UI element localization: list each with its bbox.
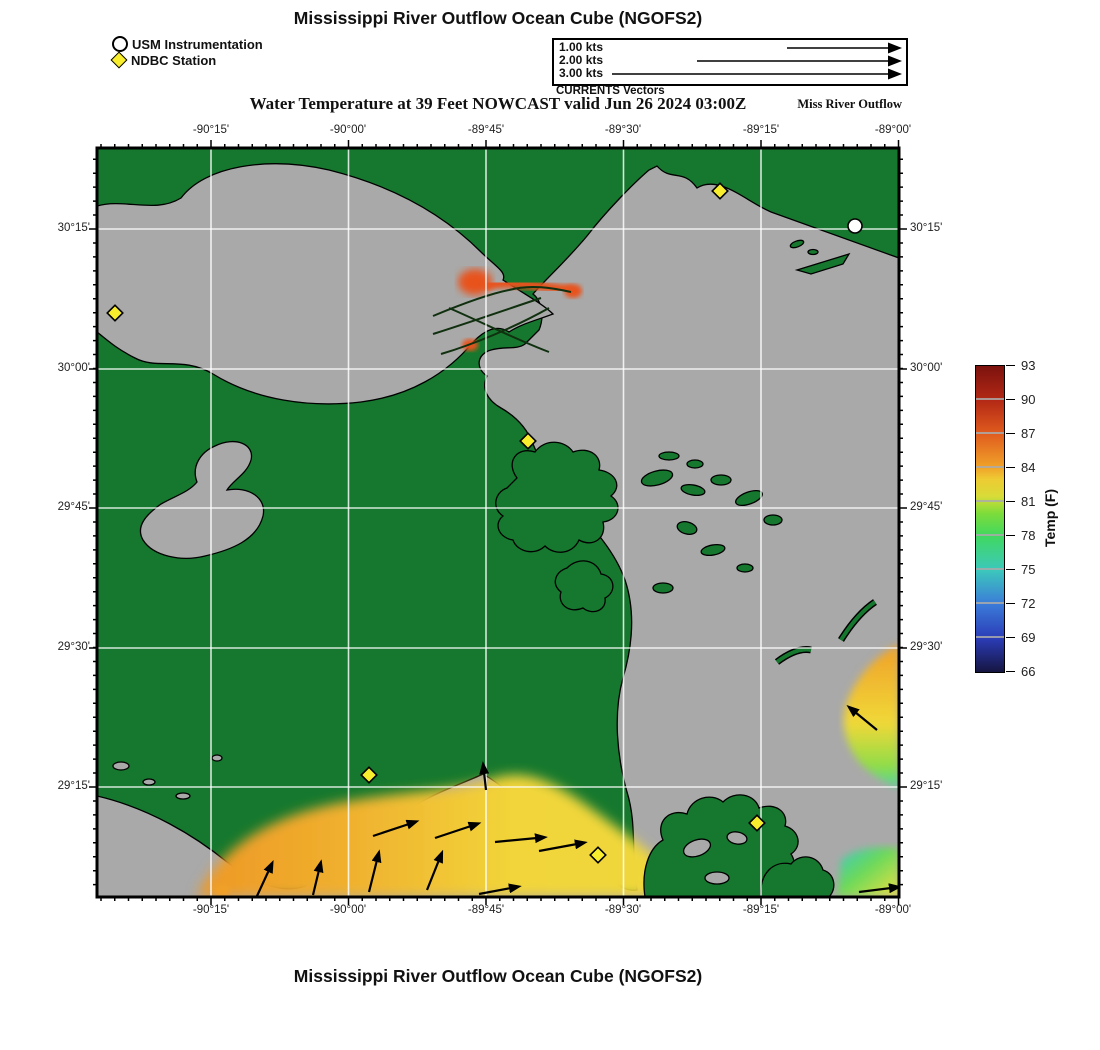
warm-spot (214, 884, 230, 896)
colorbar-tick: 75 (1006, 560, 1035, 578)
graticule (97, 148, 899, 897)
usm-instrumentation-marker (847, 218, 863, 234)
y-axis-label-left: 30°00' (57, 362, 90, 374)
ndbc-diamond-icon (110, 51, 128, 69)
vector-scale-2kt: 2.00 kts (559, 53, 604, 67)
legend-label-ndbc: NDBC Station (131, 52, 217, 68)
y-axis-label-right: 30°15' (910, 222, 943, 234)
y-axis-label-left: 30°15' (57, 222, 90, 234)
x-axis-label-top: -89°45' (467, 124, 505, 136)
marsh-islands (495, 239, 878, 897)
axis-ticks (89, 140, 907, 905)
y-axis-label-left: 29°45' (57, 501, 90, 513)
southeast-marsh (760, 856, 835, 897)
y-axis-label-right: 29°30' (910, 641, 943, 653)
east-edge-warm-patch (843, 644, 899, 788)
ndbc-station-marker (748, 814, 766, 832)
x-axis-label-top: -90°00' (329, 124, 367, 136)
colorbar-tick: 93 (1006, 356, 1035, 374)
legend-label-usm: USM Instrumentation (132, 36, 263, 52)
bottom-title: Mississippi River Outflow Ocean Cube (NG… (293, 966, 703, 986)
temperature-map (89, 140, 907, 905)
x-axis-label-bottom: -89°15' (742, 904, 780, 916)
y-axis-label-right: 29°15' (910, 780, 943, 792)
x-axis-label-bottom: -89°00' (874, 904, 912, 916)
x-axis-label-top: -89°30' (604, 124, 642, 136)
colorbar-tick: 66 (1006, 662, 1035, 680)
x-axis-label-top: -89°15' (742, 124, 780, 136)
colorbar-tick: 84 (1006, 458, 1035, 476)
colorbar-axis-label: Temp (F) (1042, 488, 1058, 548)
x-axis-label-bottom: -89°45' (467, 904, 505, 916)
chandeleur-island (775, 647, 812, 664)
ndbc-station-marker (519, 432, 537, 450)
corner-warm-patch (837, 847, 899, 897)
y-axis-label-right: 29°45' (910, 501, 943, 513)
current-vector-arrows (256, 705, 899, 897)
vector-scale-1kt: 1.00 kts (559, 40, 604, 54)
vector-scale-arrows (612, 42, 902, 80)
region-corner-label: Miss River Outflow (797, 97, 902, 111)
colorbar-tick: 90 (1006, 390, 1035, 408)
ndbc-station-marker (589, 846, 607, 864)
x-axis-label-bottom: -89°30' (604, 904, 642, 916)
y-axis-label-left: 29°30' (57, 641, 90, 653)
map-subtitle: Water Temperature at 39 Feet NOWCAST val… (249, 94, 747, 113)
x-axis-label-top: -89°00' (874, 124, 912, 136)
chandeleur-island (839, 600, 877, 642)
river-channels (432, 285, 572, 355)
colorbar-tick: 72 (1006, 594, 1035, 612)
legend-row-usm: USM Instrumentation (112, 36, 263, 52)
map-canvas (87, 138, 909, 909)
small-marsh-ponds (112, 754, 223, 800)
currents-vectors-caption: CURRENTS Vectors (556, 85, 665, 97)
x-axis-label-top: -90°15' (192, 124, 230, 136)
x-axis-label-bottom: -90°00' (329, 904, 367, 916)
ndbc-station-marker (106, 304, 124, 322)
y-axis-label-left: 29°15' (57, 780, 90, 792)
temperature-colorbar (975, 365, 1005, 673)
station-markers (106, 182, 863, 864)
top-title: Mississippi River Outflow Ocean Cube (NG… (293, 8, 703, 28)
colorbar-tick: 69 (1006, 628, 1035, 646)
colorbar-tick: 87 (1006, 424, 1035, 442)
marker-legend: USM Instrumentation NDBC Station (110, 36, 263, 69)
x-axis-label-bottom: -90°15' (192, 904, 230, 916)
vector-scale-3kt: 3.00 kts (559, 66, 604, 80)
current-vector-scale-box: 1.00 kts 2.00 kts 3.00 kts (552, 38, 908, 86)
colorbar-tick: 78 (1006, 526, 1035, 544)
ndbc-station-marker (360, 766, 378, 784)
legend-row-ndbc: NDBC Station (110, 51, 263, 69)
ndbc-station-marker (711, 182, 729, 200)
river-hot-spot (564, 284, 582, 298)
river-hot-spot (458, 269, 492, 295)
colorbar-tick: 81 (1006, 492, 1035, 510)
small-lake (139, 441, 265, 559)
usm-circle-icon (112, 36, 128, 52)
cat-island (794, 252, 851, 275)
river-warm-streak (481, 278, 572, 295)
map-frame (95, 146, 901, 899)
y-axis-label-right: 30°00' (910, 362, 943, 374)
